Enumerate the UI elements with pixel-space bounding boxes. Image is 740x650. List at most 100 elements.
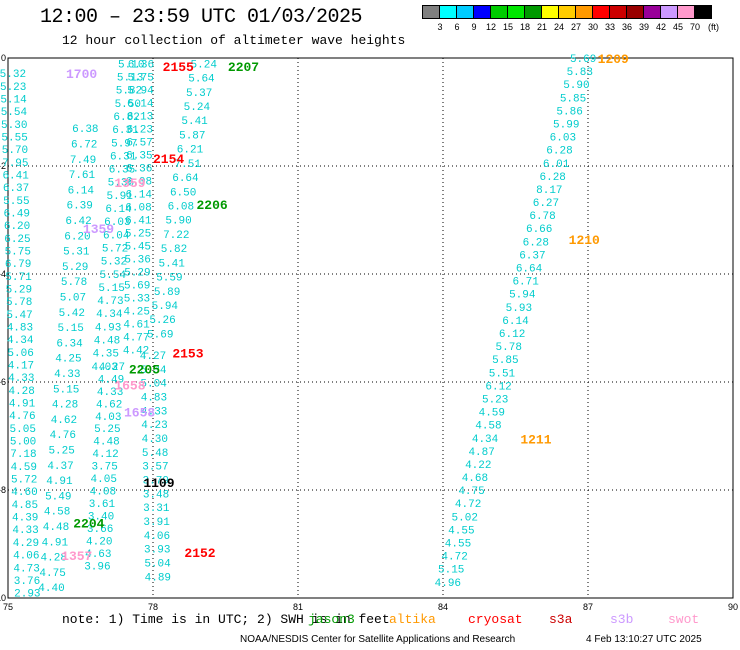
wave-height-point: 5.82 — [116, 86, 142, 98]
color-scale-label: 33 — [604, 22, 615, 32]
y-tick-label: -6 — [0, 377, 6, 387]
wave-height-point: 5.42 — [59, 308, 85, 320]
pass-time-label: 2204 — [73, 516, 104, 531]
wave-height-point: 4.58 — [475, 421, 501, 433]
color-swatch — [694, 5, 712, 19]
legend-item-s3a: s3a — [549, 612, 573, 627]
wave-height-point: 6.08 — [168, 202, 194, 214]
legend-item-jason3: jason3 — [308, 612, 355, 627]
wave-height-point: 6.71 — [512, 277, 539, 289]
wave-height-point: 6.13 — [127, 111, 153, 123]
wave-height-point: 5.83 — [567, 67, 593, 79]
wave-height-point: 5.51 — [489, 368, 516, 380]
wave-height-point: 4.06 — [13, 551, 39, 563]
wave-height-point: 5.48 — [142, 448, 168, 460]
x-tick-label: 75 — [3, 602, 13, 612]
wave-height-point: 4.73 — [13, 563, 39, 575]
wave-height-point: 4.77 — [123, 333, 149, 345]
wave-height-point: 5.75 — [5, 247, 31, 259]
wave-height-point: 4.48 — [43, 522, 69, 534]
wave-height-point: 5.97 — [111, 138, 137, 150]
footer-note: note: 1) Time is in UTC; 2) SWH is in fe… — [62, 612, 390, 627]
wave-height-point: 4.39 — [12, 513, 38, 525]
wave-height-point: 3.48 — [143, 489, 169, 501]
wave-height-point: 4.55 — [445, 539, 471, 551]
wave-height-point: 3.96 — [84, 562, 110, 574]
wave-height-point: 6.39 — [66, 201, 92, 213]
wave-height-point: 4.12 — [92, 449, 118, 461]
wave-height-point: 5.13 — [117, 73, 143, 85]
wave-height-point: 5.33 — [124, 294, 150, 306]
wave-height-point: 4.48 — [94, 336, 120, 348]
wave-height-point: 5.72 — [102, 243, 128, 255]
wave-height-point: 5.29 — [6, 285, 32, 297]
wave-height-point: 5.02 — [452, 512, 478, 524]
color-scale-label: 21 — [536, 22, 547, 32]
pass-time-label: 1109 — [143, 476, 174, 491]
color-scale-label: 39 — [638, 22, 649, 32]
wave-height-point: 5.15 — [53, 384, 79, 396]
wave-height-point: 6.21 — [177, 145, 204, 157]
wave-height-point: 3.40 — [88, 512, 114, 524]
color-scale-label: 42 — [655, 22, 666, 32]
wave-height-point: 6.50 — [170, 187, 196, 199]
wave-height-point: 5.34 — [140, 365, 167, 377]
wave-height-point: 5.49 — [45, 491, 71, 503]
wave-height-point: 6.27 — [533, 198, 559, 210]
wave-height-point: 5.06 — [7, 348, 33, 360]
wave-height-point: 6.37 — [519, 250, 545, 262]
wave-height-point: 6.28 — [546, 146, 572, 158]
x-tick-label: 87 — [583, 602, 593, 612]
wave-height-point: 5.47 — [6, 310, 32, 322]
wave-height-point: 6.14 — [502, 316, 529, 328]
wave-height-point: 4.68 — [462, 473, 488, 485]
wave-height-point: 5.71 — [5, 272, 32, 284]
pass-time-label: 1700 — [66, 67, 97, 82]
wave-height-point: 4.34 — [96, 309, 123, 321]
wave-height-point: 6.41 — [125, 216, 152, 228]
y-tick-label: -8 — [0, 485, 6, 495]
wave-height-point: 4.91 — [9, 399, 36, 411]
wave-height-point: 5.72 — [11, 475, 37, 487]
chart-subtitle: 12 hour collection of altimeter wave hei… — [62, 33, 406, 48]
pass-time-label: 2205 — [129, 363, 160, 378]
color-scale-label: 18 — [519, 22, 530, 32]
wave-height-point: 4.34 — [472, 434, 499, 446]
wave-height-point: 5.78 — [496, 342, 522, 354]
wave-height-point: 3.31 — [143, 503, 170, 515]
wave-height-point: 6.57 — [126, 137, 152, 149]
wave-height-point: 4.25 — [55, 354, 81, 366]
wave-height-point: 4.63 — [85, 549, 111, 561]
wave-height-point: 7.49 — [70, 155, 96, 167]
wave-height-point: 4.72 — [455, 499, 481, 511]
wave-height-point: 4.33 — [54, 369, 80, 381]
wave-height-point: 3.93 — [144, 545, 170, 557]
wave-height-point: 4.33 — [97, 387, 123, 399]
wave-height-point: 5.04 — [140, 379, 167, 391]
wave-height-point: 4.49 — [98, 374, 124, 386]
wave-height-point: 4.40 — [38, 583, 64, 595]
wave-height-point: 5.04 — [144, 559, 171, 571]
wave-height-point: 4.17 — [8, 361, 34, 373]
wave-height-point: 5.14 — [0, 94, 27, 106]
wave-height-point: 5.15 — [57, 323, 83, 335]
wave-height-point: 5.94 — [127, 85, 154, 97]
wave-height-point: 5.78 — [61, 277, 87, 289]
wave-height-point: 6.41 — [2, 170, 29, 182]
wave-height-point: 5.70 — [2, 145, 28, 157]
wave-height-point: 4.08 — [90, 487, 116, 499]
wave-height-point: 6.08 — [126, 176, 152, 188]
wave-height-point: 6.31 — [110, 151, 137, 163]
wave-height-point: 4.33 — [8, 373, 34, 385]
generation-timestamp: 4 Feb 13:10:27 UTC 2025 — [586, 634, 702, 645]
y-tick-label: -4 — [0, 269, 6, 279]
wave-height-point: 8.17 — [536, 185, 562, 197]
wave-height-point: 4.58 — [44, 507, 70, 519]
wave-height-point: 4.35 — [93, 349, 119, 361]
color-scale-label: 70 — [689, 22, 700, 32]
wave-height-point: 5.54 — [1, 107, 28, 119]
wave-height-point: 5.59 — [156, 273, 182, 285]
color-scale-label: 12 — [485, 22, 496, 32]
chart-title: 12:00 – 23:59 UTC 01/03/2025 — [40, 6, 363, 29]
wave-height-point: 6.37 — [3, 183, 29, 195]
